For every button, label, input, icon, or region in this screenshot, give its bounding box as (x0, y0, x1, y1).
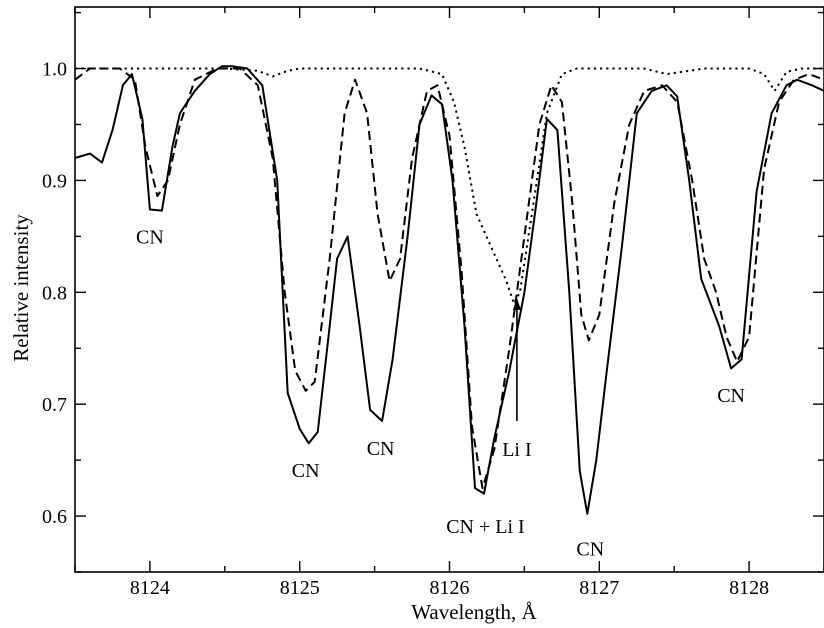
y-axis-label: Relative intensity (9, 214, 33, 362)
y-tick-label: 0.8 (42, 282, 67, 304)
annotation-label: CN + Li I (446, 516, 525, 538)
x-tick-label: 8127 (579, 577, 619, 599)
series-dotted-line (75, 67, 824, 305)
x-tick-label: 8125 (280, 577, 320, 599)
x-axis-label: Wavelength, Å (411, 600, 537, 624)
annotation-arrow-head (512, 297, 521, 310)
y-tick-label: 0.6 (42, 506, 67, 528)
annotation-layer: CN CN CN CN + Li I CN CN Li I (136, 226, 745, 560)
plot-frame (74, 6, 824, 573)
y-tick-label: 1.0 (42, 59, 67, 81)
y-tick-label: 0.7 (42, 394, 67, 416)
annotation-label: CN (717, 385, 745, 407)
annotation-label: CN (367, 438, 395, 460)
annotation-label: Li I (502, 439, 531, 461)
y-tick-label: 0.9 (42, 170, 67, 192)
x-tick-label: 8124 (130, 577, 170, 599)
series-dashed-line (74, 67, 824, 490)
series-layer (74, 65, 824, 515)
annotation-label: CN (136, 226, 164, 248)
x-tick-label: 8128 (729, 577, 769, 599)
annotation-label: CN (576, 539, 604, 561)
annotation-label: CN (292, 460, 320, 482)
x-tick-label: 8126 (430, 577, 470, 599)
tick-layer: 8124 8125 8126 8127 8128 0.6 0.7 0.8 0.9 1.0 (42, 7, 824, 599)
